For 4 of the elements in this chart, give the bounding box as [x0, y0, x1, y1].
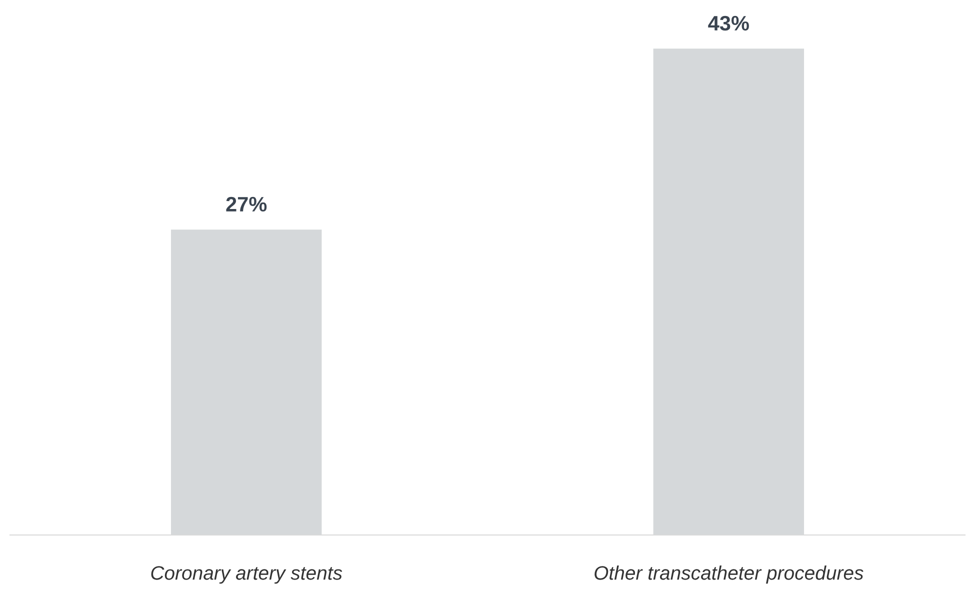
- x-tick-label: Other transcatheter procedures: [594, 566, 864, 584]
- x-tick-label: Coronary artery stents: [151, 566, 342, 584]
- data-label: 43%: [708, 16, 749, 31]
- data-label: 27%: [226, 196, 267, 212]
